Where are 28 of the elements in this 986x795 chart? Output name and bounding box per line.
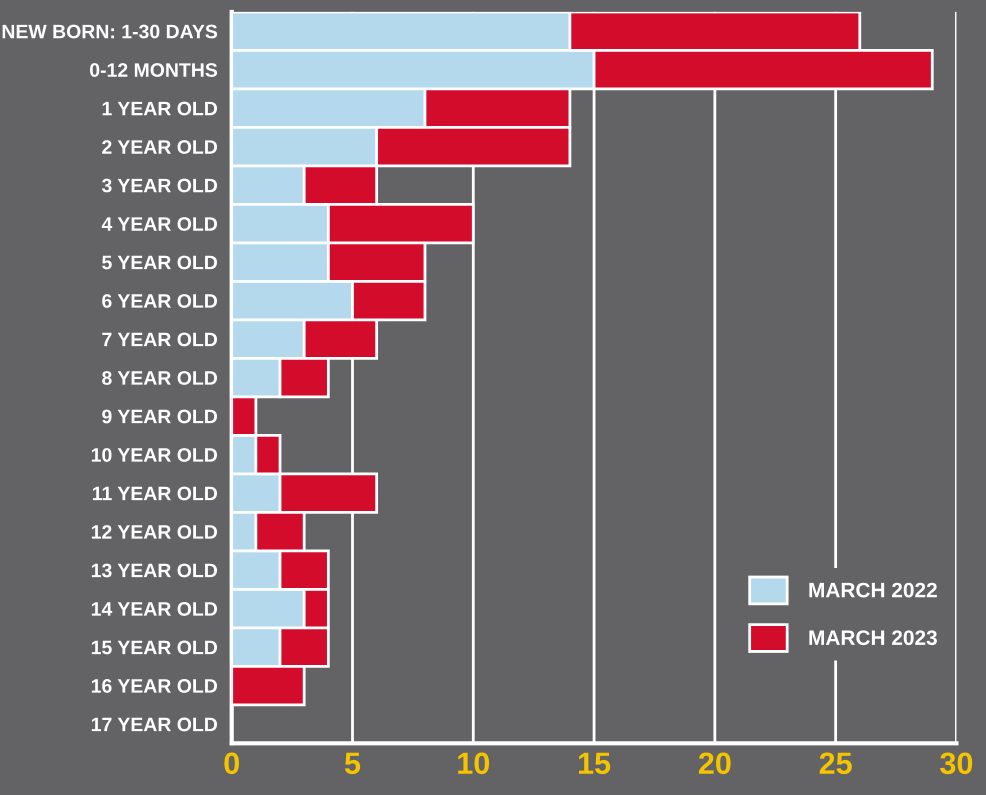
- y-tick-label: 9 YEAR OLD: [102, 410, 218, 424]
- y-tick-label: 12 YEAR OLD: [92, 525, 218, 539]
- y-tick-label: 15 YEAR OLD: [92, 640, 218, 654]
- y-tick-label: 16 YEAR OLD: [92, 679, 218, 693]
- y-tick-label: 0-12 MONTHS: [90, 63, 218, 77]
- x-tick-label: 15: [578, 752, 610, 774]
- y-tick-label: 13 YEAR OLD: [92, 564, 218, 578]
- y-tick-label: 6 YEAR OLD: [102, 294, 218, 308]
- legend-label: MARCH 2023: [809, 630, 937, 646]
- y-tick-label: 3 YEAR OLD: [102, 178, 218, 192]
- x-tick-label: 5: [344, 752, 360, 774]
- y-tick-label: NEW BORN: 1-30 DAYS: [2, 24, 218, 38]
- y-tick-label: 11 YEAR OLD: [92, 486, 218, 500]
- y-tick-label: 8 YEAR OLD: [102, 371, 218, 385]
- y-tick-label: 7 YEAR OLD: [102, 332, 218, 346]
- y-tick-label: 1 YEAR OLD: [102, 102, 218, 116]
- y-tick-label: 17 YEAR OLD: [92, 718, 218, 732]
- x-tick-label: 0: [224, 752, 239, 774]
- y-tick-label: 10 YEAR OLD: [92, 448, 218, 462]
- y-tick-label: 4 YEAR OLD: [102, 217, 218, 231]
- x-tick-label: 30: [940, 752, 972, 774]
- y-tick-label: 2 YEAR OLD: [102, 140, 218, 154]
- y-tick-label: 14 YEAR OLD: [92, 602, 218, 616]
- x-tick-label: 20: [698, 752, 731, 774]
- x-tick-label: 10: [458, 752, 490, 774]
- legend-label: MARCH 2022: [809, 582, 937, 598]
- y-tick-label: 5 YEAR OLD: [102, 256, 218, 270]
- x-tick-label: 25: [820, 752, 852, 774]
